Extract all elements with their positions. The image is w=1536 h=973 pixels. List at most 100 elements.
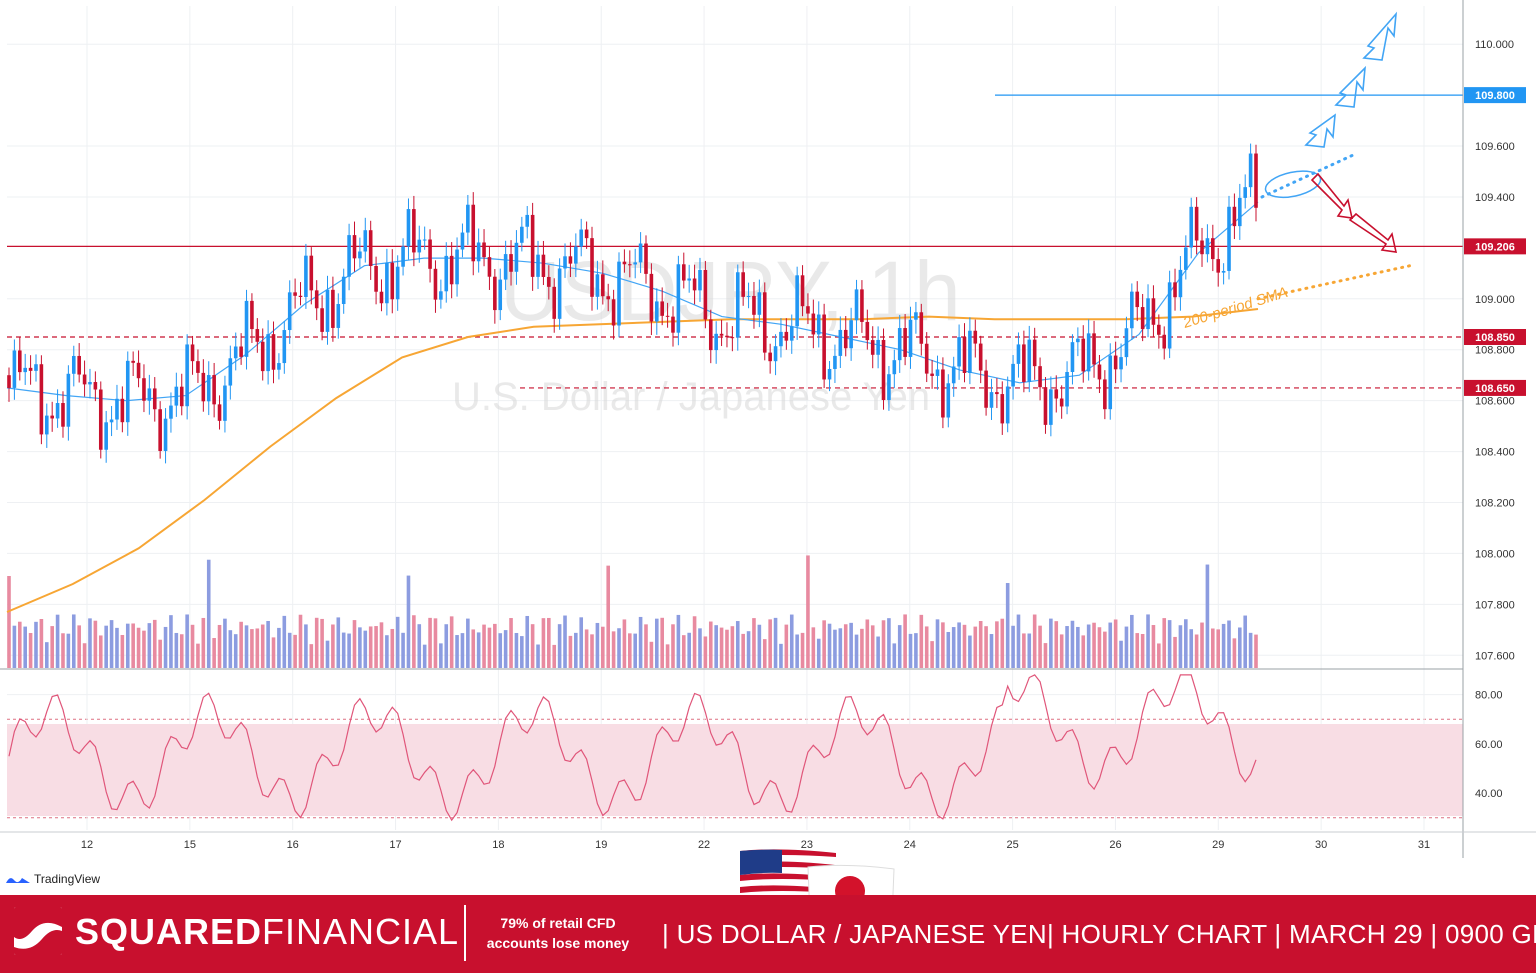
candle-body bbox=[71, 355, 76, 374]
volume-bar bbox=[493, 623, 497, 668]
candle-body bbox=[746, 295, 751, 297]
volume-bar bbox=[654, 618, 659, 668]
volume-bar bbox=[725, 629, 729, 668]
volume-bar bbox=[611, 631, 616, 668]
volume-bar bbox=[320, 618, 324, 668]
candle-body bbox=[989, 392, 994, 408]
volume-bar bbox=[212, 638, 216, 668]
candle-body bbox=[1103, 379, 1107, 410]
candle-body bbox=[617, 261, 621, 326]
volume-bar bbox=[649, 641, 654, 668]
candle-body bbox=[1216, 259, 1221, 273]
candle-body bbox=[277, 363, 281, 370]
candle-body bbox=[98, 389, 103, 450]
rsi-tick-label: 80.00 bbox=[1475, 690, 1503, 702]
candle-body bbox=[390, 262, 395, 300]
candle-body bbox=[811, 313, 816, 335]
volume-bar bbox=[1243, 615, 1248, 668]
candle-body bbox=[595, 274, 600, 297]
volume-bar bbox=[563, 615, 567, 668]
volume-bar bbox=[1049, 618, 1053, 668]
volume-bar bbox=[309, 644, 314, 668]
volume-bar bbox=[730, 626, 735, 668]
volume-bar bbox=[293, 634, 297, 668]
volume-bar bbox=[1200, 622, 1204, 668]
volume-bar bbox=[816, 638, 821, 668]
volume-bar bbox=[547, 617, 551, 668]
candle-body bbox=[1065, 371, 1069, 407]
candle-body bbox=[719, 333, 724, 336]
brand-name-prefix: SQUARED bbox=[75, 911, 263, 952]
candle-body bbox=[1032, 339, 1037, 367]
volume-bar bbox=[28, 632, 33, 668]
candle-body bbox=[498, 279, 503, 311]
volume-bar bbox=[390, 628, 395, 668]
volume-bar bbox=[584, 629, 589, 668]
volume-bar bbox=[665, 644, 670, 668]
bullish-arrow-icon bbox=[1304, 113, 1336, 148]
candle-body bbox=[120, 398, 125, 423]
volume-bar bbox=[115, 627, 119, 668]
price-tick-label: 108.600 bbox=[1475, 396, 1515, 408]
volume-bar bbox=[1092, 622, 1096, 668]
candle-body bbox=[476, 242, 481, 262]
candle-body bbox=[1157, 324, 1161, 335]
volume-bar bbox=[439, 643, 443, 668]
volume-bar bbox=[71, 614, 76, 668]
candle-body bbox=[849, 320, 853, 349]
volume-bar bbox=[530, 624, 535, 668]
candle-body bbox=[152, 388, 157, 410]
candle-body bbox=[789, 326, 794, 341]
volume-bar bbox=[914, 633, 918, 668]
volume-bar bbox=[50, 626, 54, 668]
volume-bar bbox=[347, 633, 351, 668]
candle-body bbox=[1054, 389, 1059, 399]
volume-bar bbox=[617, 628, 621, 668]
candle-body bbox=[282, 330, 287, 364]
candle-body bbox=[331, 289, 335, 328]
candle-body bbox=[1097, 364, 1102, 380]
volume-bar bbox=[822, 620, 826, 668]
date-tick-label: 26 bbox=[1109, 839, 1121, 851]
candle-body bbox=[503, 254, 508, 280]
volume-bar bbox=[125, 623, 130, 668]
volume-bar bbox=[660, 617, 664, 668]
brand-name: SQUAREDFINANCIAL bbox=[75, 911, 459, 953]
candle-body bbox=[88, 382, 92, 385]
usdjpy-hourly-chart: USDJPY, 1h U.S. Dollar / Japanese Yen 10… bbox=[0, 0, 1536, 858]
candle-body bbox=[962, 337, 967, 373]
candle-body bbox=[687, 278, 691, 281]
volume-bar bbox=[158, 639, 162, 668]
volume-bar bbox=[1124, 626, 1129, 668]
candle-body bbox=[1178, 269, 1183, 298]
candle-body bbox=[417, 239, 422, 253]
candle-body bbox=[946, 383, 951, 418]
volume-bar bbox=[962, 624, 967, 668]
candle-body bbox=[681, 264, 686, 281]
candle-body bbox=[1086, 333, 1091, 372]
volume-bar bbox=[1076, 626, 1080, 668]
volume-bar bbox=[1162, 618, 1167, 668]
candle-body bbox=[941, 369, 945, 418]
candle-body bbox=[158, 409, 162, 451]
volume-bar bbox=[147, 623, 152, 668]
candle-body bbox=[1113, 355, 1118, 370]
volume-bar bbox=[1038, 625, 1042, 668]
volume-bar bbox=[1086, 624, 1091, 668]
volume-bar bbox=[1211, 628, 1215, 668]
volume-bar bbox=[185, 614, 189, 668]
level-price-tag bbox=[1464, 329, 1526, 345]
price-tick-label: 108.800 bbox=[1475, 345, 1515, 357]
candle-body bbox=[752, 295, 756, 315]
candle-body bbox=[44, 415, 49, 435]
volume-bar bbox=[34, 621, 38, 668]
candle-body bbox=[1140, 307, 1145, 330]
candle-body bbox=[93, 382, 98, 390]
volume-bar bbox=[628, 633, 632, 668]
volume-bar bbox=[449, 616, 454, 668]
sma-line bbox=[6, 308, 1259, 613]
level-price-tag-label: 108.650 bbox=[1475, 383, 1515, 395]
volume-bar bbox=[417, 624, 422, 668]
volume-bar bbox=[1167, 620, 1172, 668]
volume-bar bbox=[325, 640, 330, 668]
